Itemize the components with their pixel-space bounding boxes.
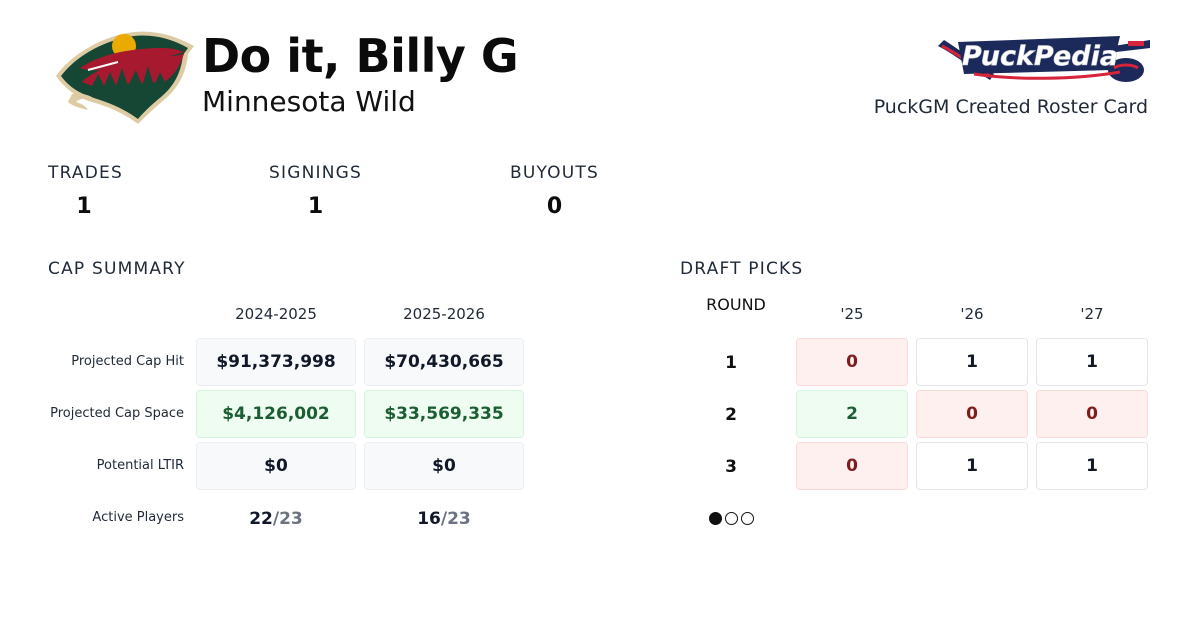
cap-space-cell: $4,126,002 <box>196 390 356 438</box>
cap-summary-title: CAP SUMMARY <box>48 259 186 279</box>
pick-cell: 1 <box>916 442 1028 490</box>
active-count: 22 <box>249 509 273 529</box>
card-caption: PuckGM Created Roster Card <box>873 96 1148 118</box>
year-header: '27 <box>1080 305 1104 323</box>
season-header: 2025-2026 <box>403 305 485 323</box>
pick-cell: 1 <box>1036 442 1148 490</box>
pick-cell: 0 <box>796 338 908 386</box>
round-label: 3 <box>725 457 737 477</box>
season-header: 2024-2025 <box>235 305 317 323</box>
pick-cell: 0 <box>916 390 1028 438</box>
active-players-value: 16/23 <box>364 508 524 530</box>
row-label-ltir: Potential LTIR <box>96 458 184 473</box>
year-header: '26 <box>960 305 984 323</box>
stat-value: 0 <box>546 194 563 219</box>
pagination-dots <box>709 512 754 525</box>
pick-cell: 0 <box>1036 390 1148 438</box>
stat-value: 1 <box>307 194 324 219</box>
ltir-cell: $0 <box>196 442 356 490</box>
page-dot-3[interactable] <box>741 512 754 525</box>
stat-signings: SIGNINGS 1 <box>269 162 362 220</box>
stat-label: BUYOUTS <box>510 163 599 183</box>
pick-cell: 1 <box>1036 338 1148 386</box>
stat-label: TRADES <box>48 163 123 183</box>
cap-space-cell: $33,569,335 <box>364 390 524 438</box>
stat-value: 1 <box>76 194 92 219</box>
pick-cell: 1 <box>916 338 1028 386</box>
team-logo-icon <box>52 24 196 126</box>
page-dot-1[interactable] <box>709 512 722 525</box>
cap-hit-cell: $91,373,998 <box>196 338 356 386</box>
puckpedia-logo-icon: PuckPedia <box>934 28 1154 92</box>
page-title: Do it, Billy G <box>202 29 519 83</box>
cap-hit-cell: $70,430,665 <box>364 338 524 386</box>
row-label-cap-space: Projected Cap Space <box>50 406 184 421</box>
row-label-active-players: Active Players <box>92 510 184 525</box>
active-count: 16 <box>417 509 441 529</box>
draft-picks-title: DRAFT PICKS <box>680 259 804 279</box>
round-header: ROUND <box>706 295 766 314</box>
team-name: Minnesota Wild <box>202 85 416 118</box>
row-label-cap-hit: Projected Cap Hit <box>71 354 184 369</box>
active-max: /23 <box>272 509 303 529</box>
stat-label: SIGNINGS <box>269 163 362 183</box>
round-label: 1 <box>725 353 737 373</box>
active-players-value: 22/23 <box>196 508 356 530</box>
page-dot-2[interactable] <box>725 512 738 525</box>
ltir-cell: $0 <box>364 442 524 490</box>
year-header: '25 <box>840 305 864 323</box>
stat-trades: TRADES 1 <box>48 162 123 220</box>
stat-buyouts: BUYOUTS 0 <box>510 162 599 220</box>
pick-cell: 2 <box>796 390 908 438</box>
pick-cell: 0 <box>796 442 908 490</box>
active-max: /23 <box>440 509 471 529</box>
svg-text:PuckPedia: PuckPedia <box>962 41 1118 72</box>
round-label: 2 <box>725 405 737 425</box>
